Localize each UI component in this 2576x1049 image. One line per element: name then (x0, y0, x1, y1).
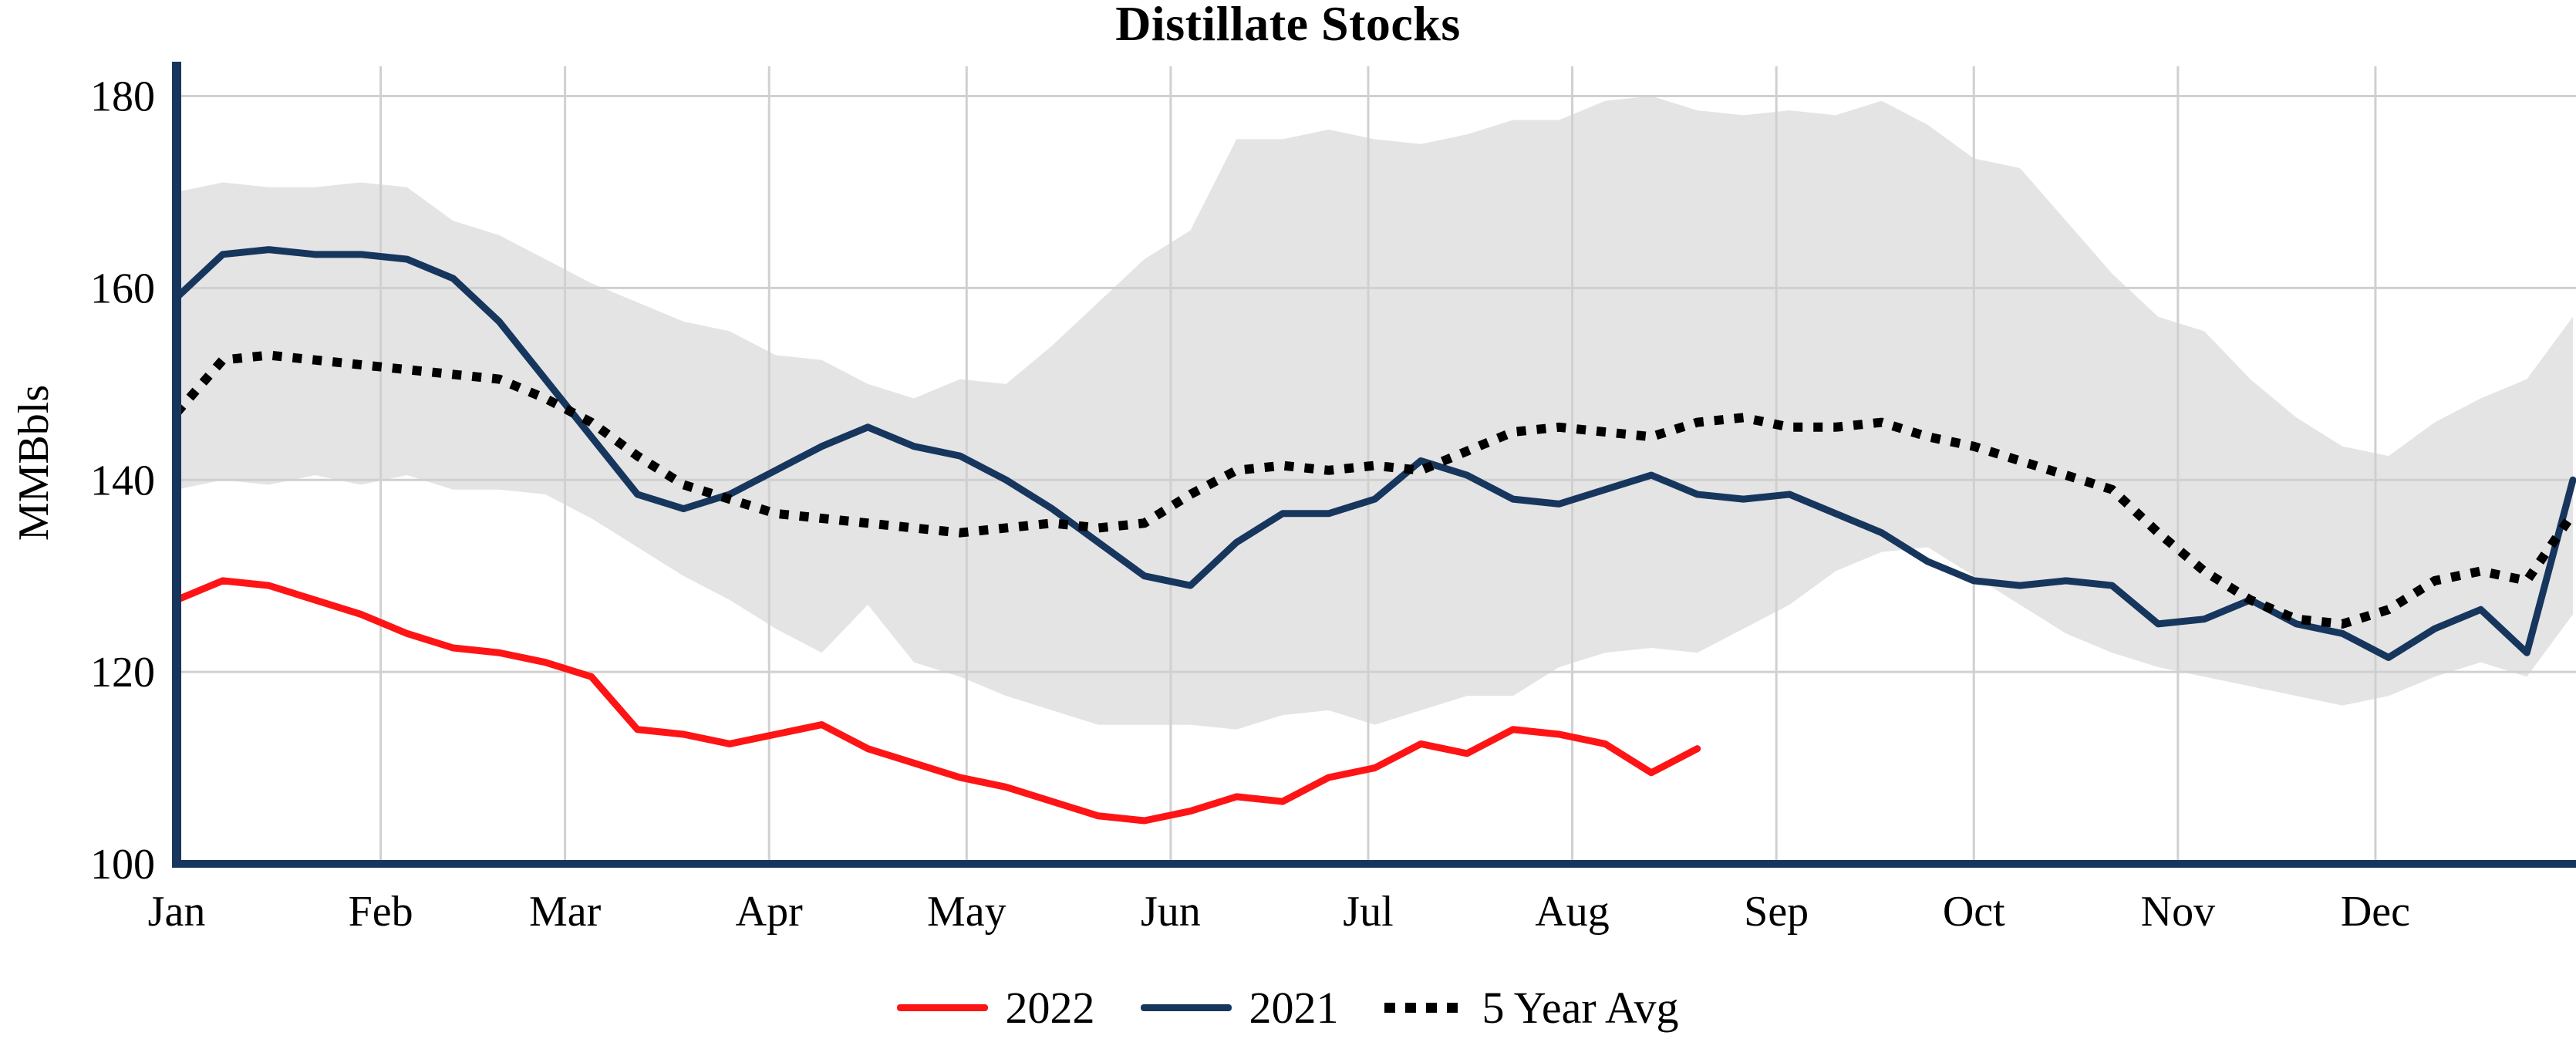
legend-line-sample-2021 (1141, 1003, 1232, 1011)
legend-item-2022: 2022 (897, 982, 1094, 1034)
y-tick-label: 140 (90, 457, 155, 504)
legend-line-sample-2022 (897, 1003, 989, 1011)
legend-label-2022: 2022 (1005, 982, 1095, 1033)
x-tick-label: Nov (2141, 888, 2215, 936)
x-tick-label: Mar (529, 888, 602, 936)
x-tick-label: May (927, 888, 1006, 936)
x-tick-label: Jan (148, 888, 206, 936)
x-tick-label: Sep (1744, 888, 1809, 936)
x-tick-label: Aug (1535, 888, 1609, 936)
chart-title: Distillate Stocks (1115, 0, 1461, 51)
x-tick-label: Apr (736, 888, 803, 936)
legend-dotted-sample-5-year-avg (1384, 1002, 1465, 1013)
series-line-2021 (173, 246, 2576, 661)
legend-item-2021: 2021 (1141, 982, 1338, 1034)
y-tick-label: 180 (90, 73, 155, 121)
y-tick-label: 100 (90, 841, 155, 889)
legend-label-2021: 2021 (1249, 982, 1339, 1033)
chart-legend: 2022 2021 5 Year Avg (0, 976, 2576, 1038)
legend-item-5-year-avg: 5 Year Avg (1384, 982, 1679, 1034)
x-tick-label: Jun (1141, 888, 1201, 936)
legend-label-5-year-avg: 5 Year Avg (1482, 982, 1679, 1033)
five-year-range-band (177, 96, 2573, 730)
x-tick-label: Dec (2341, 888, 2410, 936)
y-tick-label: 120 (90, 649, 155, 697)
x-tick-label: Oct (1943, 888, 2005, 936)
x-tick-label: Feb (349, 888, 413, 936)
y-tick-label: 160 (90, 265, 155, 312)
x-tick-label: Jul (1343, 888, 1393, 936)
series-line-2022 (173, 577, 1701, 825)
